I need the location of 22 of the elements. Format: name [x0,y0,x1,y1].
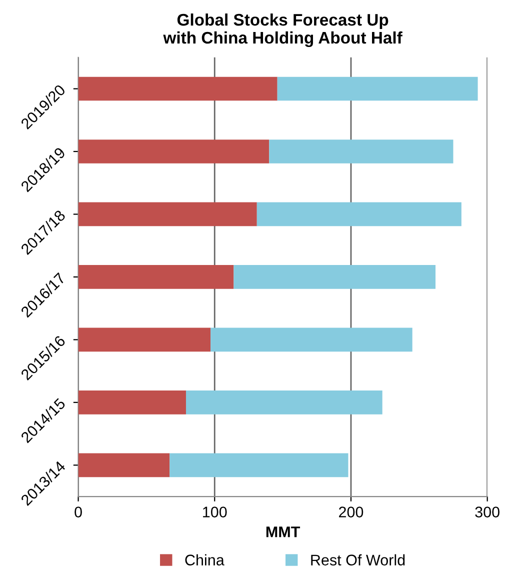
bar [78,202,257,226]
bar [269,140,454,164]
bar [186,390,382,414]
bar [234,265,436,289]
bar [170,453,348,478]
x-tick-label: 0 [74,506,82,518]
bar [78,140,270,164]
x-tick-label: 200 [339,506,364,518]
bar [78,265,234,289]
bar [277,76,478,101]
x-tick-label: 300 [475,506,500,518]
legend-label: China [185,554,224,566]
x-tick-label: 100 [203,506,227,518]
bar [78,390,186,414]
x-axis-title: MMT [266,526,300,538]
bar [210,328,412,352]
legend-label: Rest Of World [311,554,405,566]
bar [78,76,278,101]
chart-title: Global Stocks Forecast Up with China Holding About Half [163,13,402,48]
bar [78,328,211,352]
bar [78,453,170,478]
bar [256,202,462,226]
